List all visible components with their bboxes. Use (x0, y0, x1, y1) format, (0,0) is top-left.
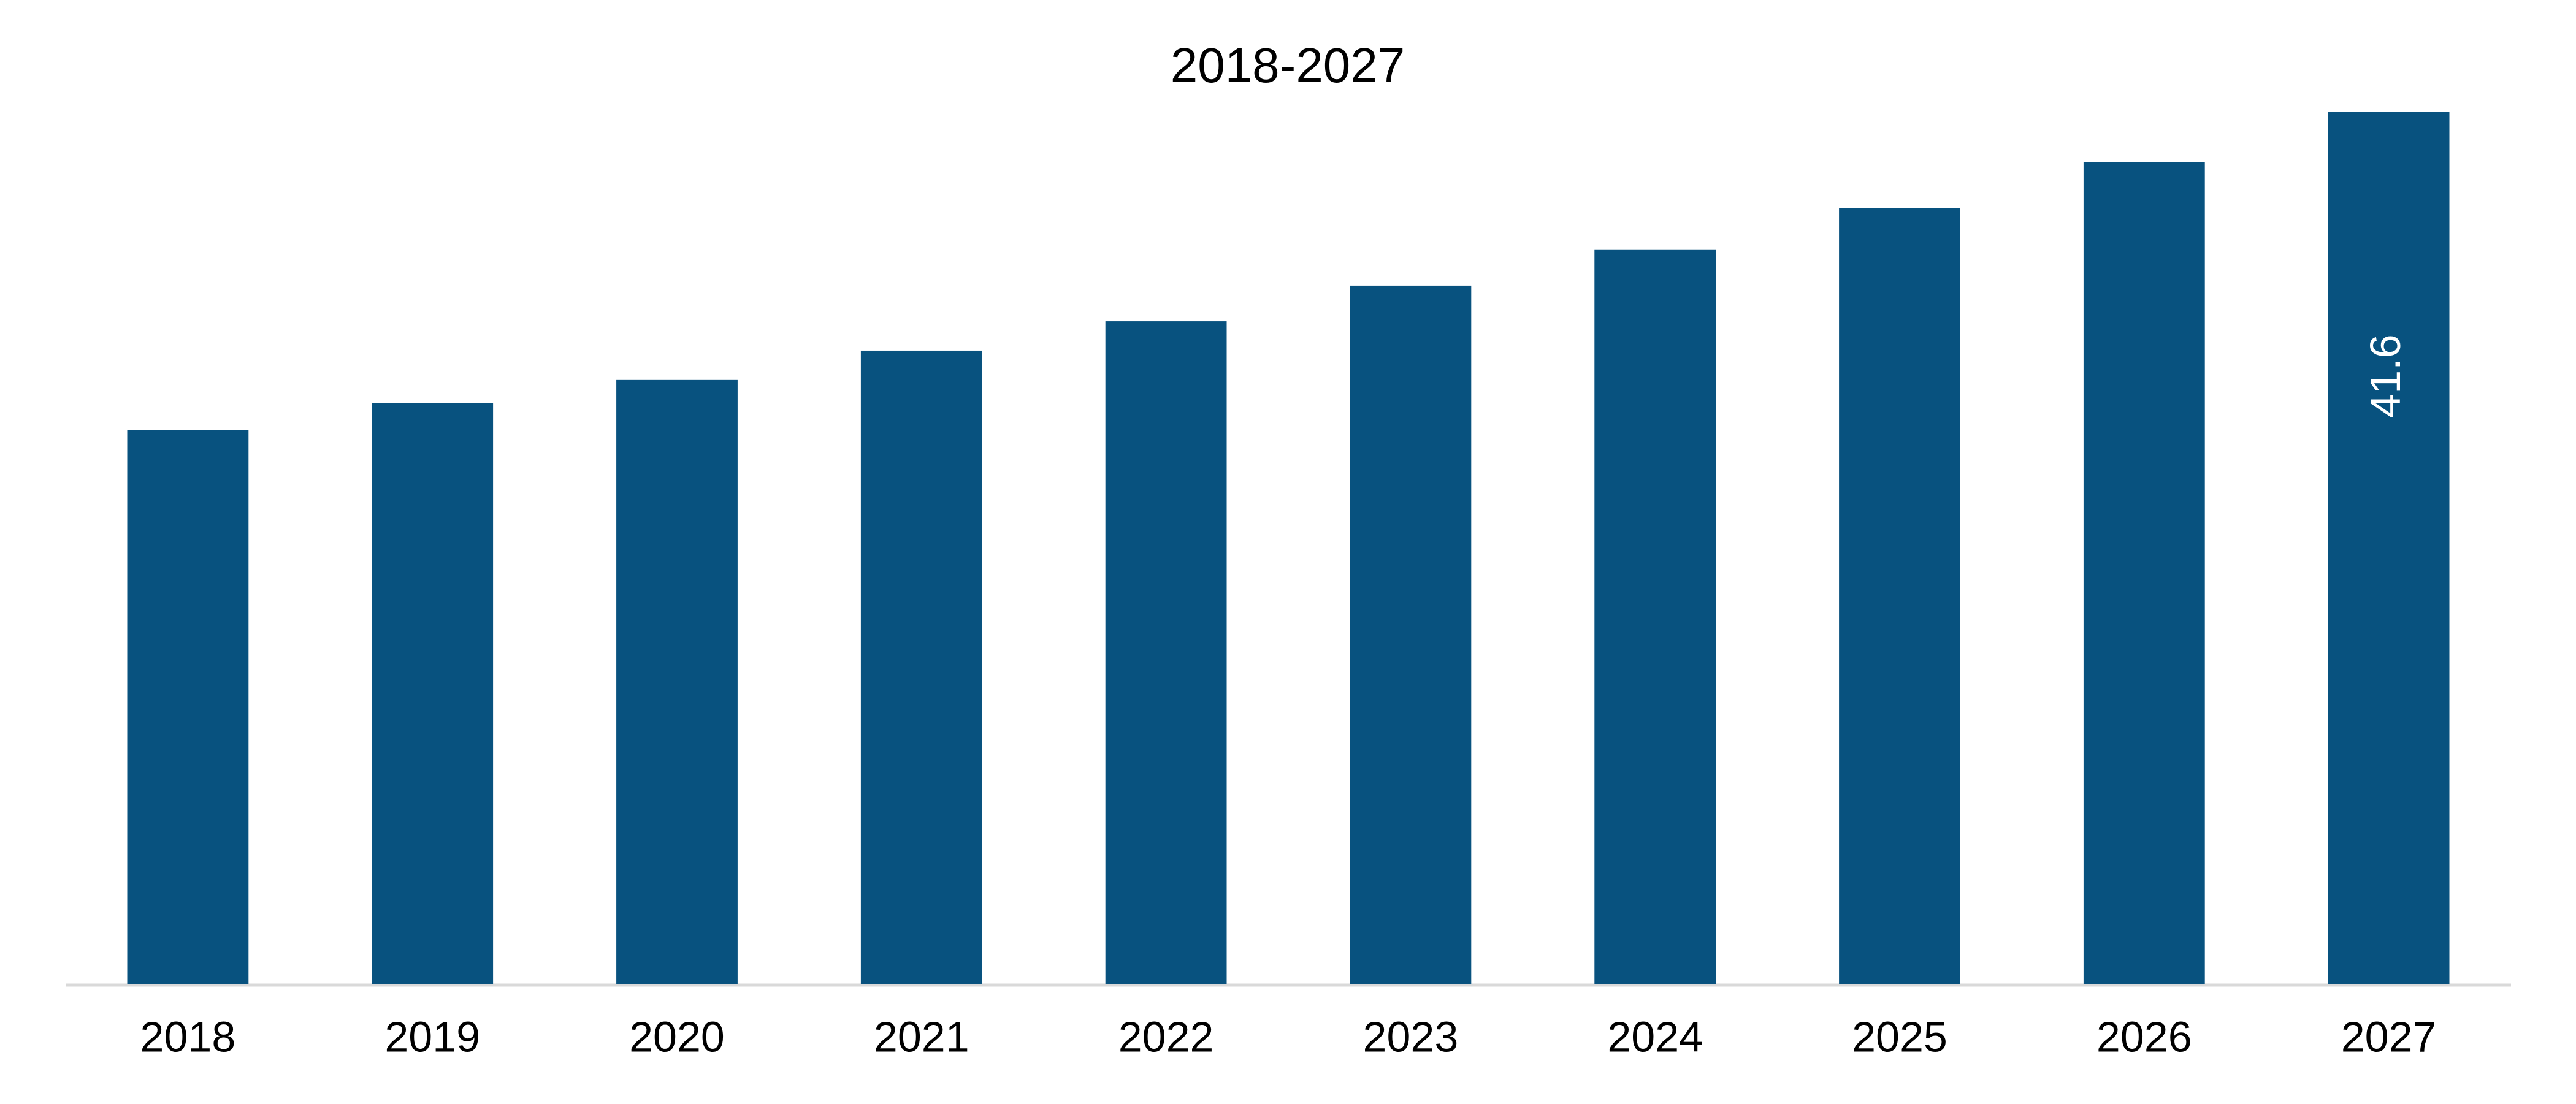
bar (2328, 112, 2450, 984)
x-tick-label: 2026 (2096, 1013, 2192, 1060)
chart-title: 2018-2027 (1171, 38, 1405, 93)
data-label: 41.6 (2361, 334, 2409, 417)
x-tick-label: 2020 (629, 1013, 725, 1060)
x-tick-label: 2018 (140, 1013, 236, 1060)
x-tick-label: 2027 (2341, 1013, 2437, 1060)
bar (1105, 321, 1227, 984)
x-tick-label: 2022 (1118, 1013, 1214, 1060)
bar (1594, 249, 1716, 984)
bar (2083, 162, 2205, 984)
x-tick-label: 2024 (1607, 1013, 1703, 1060)
bar (372, 403, 494, 984)
bar (1350, 285, 1472, 984)
bar (127, 430, 249, 984)
bar (1839, 208, 1960, 984)
bar (616, 379, 738, 984)
x-tick-label: 2023 (1363, 1013, 1459, 1060)
x-tick-label: 2025 (1852, 1013, 1947, 1060)
x-tick-label: 2019 (384, 1013, 480, 1060)
bar (860, 350, 982, 984)
x-tick-label: 2021 (874, 1013, 969, 1060)
